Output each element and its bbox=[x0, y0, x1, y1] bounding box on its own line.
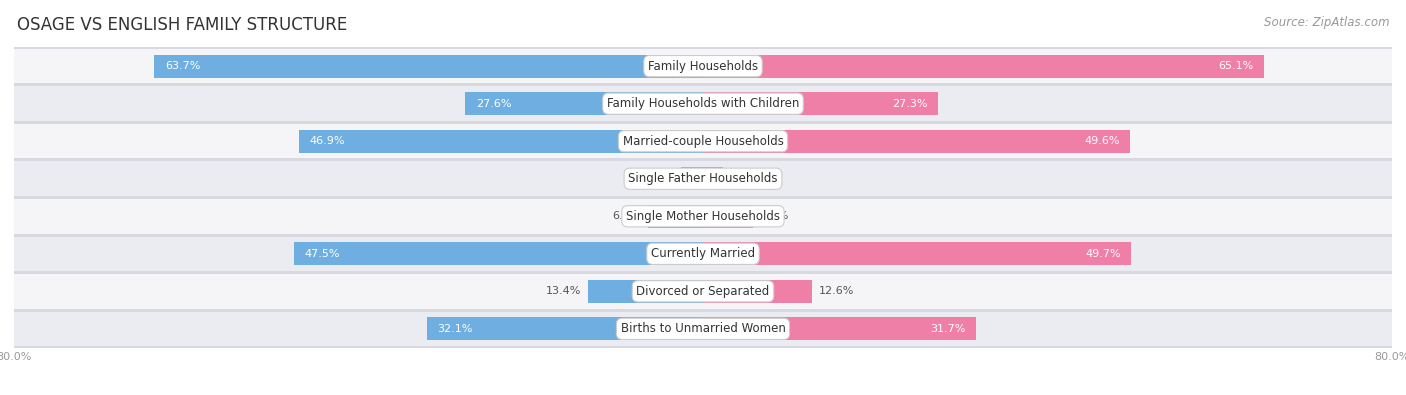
Bar bbox=[703, 167, 723, 190]
Bar bbox=[465, 92, 703, 115]
Bar bbox=[14, 199, 1392, 233]
Bar bbox=[14, 237, 1392, 271]
Text: Single Father Households: Single Father Households bbox=[628, 172, 778, 185]
Bar bbox=[14, 85, 1392, 122]
Text: Source: ZipAtlas.com: Source: ZipAtlas.com bbox=[1264, 16, 1389, 29]
Text: 27.3%: 27.3% bbox=[893, 99, 928, 109]
Text: 47.5%: 47.5% bbox=[304, 249, 340, 259]
Text: 2.3%: 2.3% bbox=[730, 174, 758, 184]
Bar bbox=[703, 242, 1130, 265]
Bar bbox=[14, 87, 1392, 121]
Text: Births to Unmarried Women: Births to Unmarried Women bbox=[620, 322, 786, 335]
Bar bbox=[426, 317, 703, 340]
Text: 46.9%: 46.9% bbox=[309, 136, 344, 146]
Text: 2.5%: 2.5% bbox=[647, 174, 675, 184]
Bar bbox=[14, 274, 1392, 308]
Bar bbox=[14, 310, 1392, 348]
Bar bbox=[703, 280, 811, 303]
Text: 49.7%: 49.7% bbox=[1085, 249, 1121, 259]
Bar bbox=[703, 130, 1130, 153]
Text: Currently Married: Currently Married bbox=[651, 247, 755, 260]
Bar bbox=[703, 317, 976, 340]
Bar bbox=[648, 205, 703, 228]
Bar bbox=[682, 167, 703, 190]
Text: 6.4%: 6.4% bbox=[613, 211, 641, 221]
Bar bbox=[588, 280, 703, 303]
Text: 12.6%: 12.6% bbox=[818, 286, 853, 296]
Bar bbox=[299, 130, 703, 153]
Bar bbox=[14, 124, 1392, 158]
Bar bbox=[155, 55, 703, 78]
Bar bbox=[14, 49, 1392, 83]
Bar bbox=[14, 273, 1392, 310]
Text: 63.7%: 63.7% bbox=[165, 61, 200, 71]
Text: 5.8%: 5.8% bbox=[759, 211, 789, 221]
Bar bbox=[14, 122, 1392, 160]
Bar bbox=[14, 160, 1392, 198]
Text: OSAGE VS ENGLISH FAMILY STRUCTURE: OSAGE VS ENGLISH FAMILY STRUCTURE bbox=[17, 16, 347, 34]
Text: 31.7%: 31.7% bbox=[931, 324, 966, 334]
Bar bbox=[703, 205, 754, 228]
Text: 65.1%: 65.1% bbox=[1218, 61, 1253, 71]
Bar bbox=[294, 242, 703, 265]
Bar bbox=[14, 312, 1392, 346]
Text: 49.6%: 49.6% bbox=[1084, 136, 1119, 146]
Text: 13.4%: 13.4% bbox=[546, 286, 581, 296]
Bar bbox=[703, 55, 1264, 78]
Text: Divorced or Separated: Divorced or Separated bbox=[637, 285, 769, 298]
Bar bbox=[14, 47, 1392, 85]
Text: 27.6%: 27.6% bbox=[475, 99, 512, 109]
Bar bbox=[14, 198, 1392, 235]
Bar bbox=[14, 235, 1392, 273]
Bar bbox=[14, 162, 1392, 196]
Bar bbox=[703, 92, 938, 115]
Text: Family Households with Children: Family Households with Children bbox=[607, 97, 799, 110]
Text: 32.1%: 32.1% bbox=[437, 324, 472, 334]
Text: Single Mother Households: Single Mother Households bbox=[626, 210, 780, 223]
Text: Family Households: Family Households bbox=[648, 60, 758, 73]
Text: Married-couple Households: Married-couple Households bbox=[623, 135, 783, 148]
